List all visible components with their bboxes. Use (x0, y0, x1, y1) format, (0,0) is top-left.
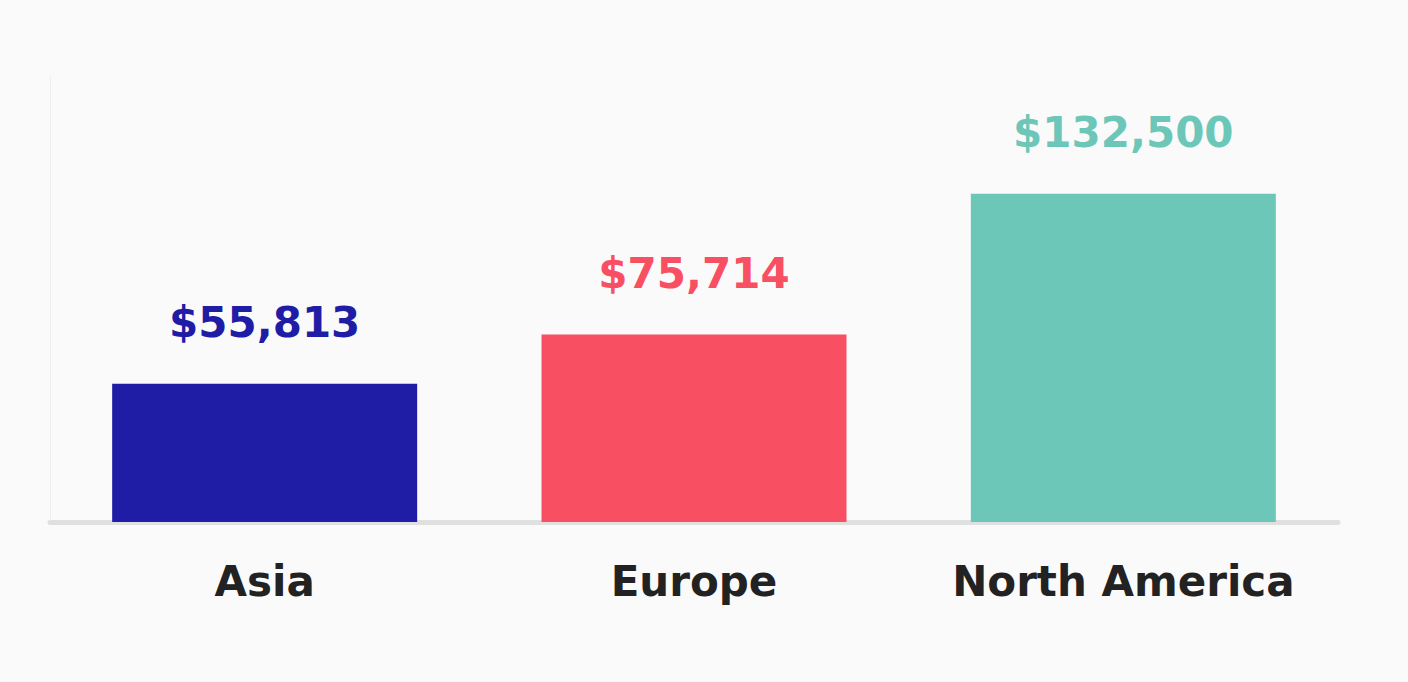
svg-text:Asia: Asia (215, 557, 315, 606)
svg-text:$55,813: $55,813 (169, 298, 360, 347)
svg-text:Europe: Europe (611, 557, 778, 606)
svg-text:$75,714: $75,714 (598, 249, 789, 298)
svg-text:$132,500: $132,500 (1013, 108, 1234, 157)
svg-text:North America: North America (952, 557, 1294, 606)
